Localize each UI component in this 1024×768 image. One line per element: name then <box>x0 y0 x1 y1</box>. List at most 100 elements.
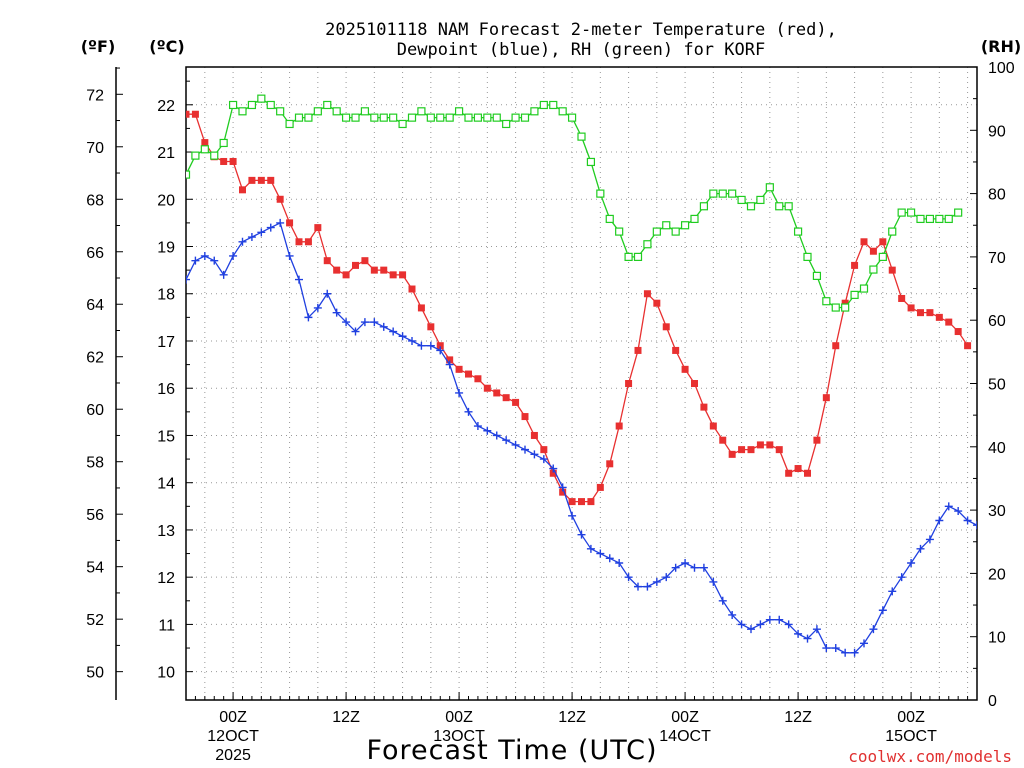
rh-point <box>831 303 840 312</box>
dewpoint-point <box>699 563 708 572</box>
temperature-point <box>446 356 454 364</box>
dewpoint-point <box>492 431 501 440</box>
dewpoint-point <box>624 573 633 582</box>
rh-point <box>539 100 548 110</box>
dewpoint-point <box>718 596 727 605</box>
rh-point <box>360 107 370 116</box>
dewpoint-point <box>379 322 388 331</box>
dewpoint-point <box>200 251 209 260</box>
dewpoint-point <box>765 615 774 624</box>
temperature-point <box>352 261 359 269</box>
dewpoint-point <box>483 426 492 435</box>
series-group <box>186 94 990 657</box>
temperature-point <box>257 176 265 184</box>
rh-point <box>473 113 483 122</box>
temperature-point <box>370 266 378 274</box>
rh-point <box>822 297 831 306</box>
temperature-point <box>766 441 774 449</box>
rh-point <box>605 214 614 224</box>
dewpoint-point <box>389 327 398 336</box>
rh-point <box>341 113 351 122</box>
temperature-point <box>220 157 228 165</box>
dewpoint-point <box>888 587 897 596</box>
celsius-tick-label: 20 <box>157 192 175 209</box>
dewpoint-point <box>360 318 369 327</box>
temperature-point <box>738 446 746 454</box>
dewpoint-point <box>831 644 840 653</box>
fahrenheit-tick-label: 50 <box>86 665 104 682</box>
rh-point <box>567 113 577 122</box>
dewpoint-point <box>784 620 793 629</box>
rh-point <box>228 100 238 110</box>
dewpoint-point <box>794 629 803 638</box>
celsius-tick-label: 15 <box>157 428 175 445</box>
temperature-point <box>785 469 793 477</box>
dewpoint-point <box>332 308 341 317</box>
dewpoint-point <box>455 388 464 397</box>
dewpoint-point <box>963 516 972 525</box>
temperature-point <box>295 238 303 246</box>
dewpoint-point <box>756 620 765 629</box>
rh-point <box>878 252 887 261</box>
temperature-point <box>455 365 463 373</box>
fahrenheit-tick-label: 52 <box>86 612 104 629</box>
temperature-point <box>822 394 830 402</box>
dewpoint-point <box>530 450 539 459</box>
rh-point <box>906 208 916 217</box>
rh-point <box>492 113 501 122</box>
rh-tick-label: 20 <box>988 566 1006 583</box>
rh-point <box>454 107 464 116</box>
x-tick-date: 15OCT <box>885 728 937 745</box>
fahrenheit-tick-label: 60 <box>86 402 104 419</box>
temperature-point <box>634 346 642 354</box>
temperature-point <box>851 261 859 269</box>
rh-point <box>445 113 454 122</box>
dewpoint-point <box>897 573 906 582</box>
dewpoint-point <box>605 554 614 563</box>
rh-point <box>186 170 191 179</box>
dewpoint-point <box>869 625 878 634</box>
dewpoint-point <box>982 526 990 534</box>
temperature-point <box>417 304 425 312</box>
rh-point <box>709 189 718 198</box>
credit-text: coolwx.com/models <box>848 747 1012 766</box>
celsius-tick-label: 10 <box>157 665 175 682</box>
temperature-point <box>596 483 604 491</box>
rh-point <box>285 119 294 129</box>
dewpoint-point <box>417 341 426 350</box>
dewpoint-point <box>285 251 294 260</box>
dewpoint-point <box>935 516 944 525</box>
dewpoint-point <box>502 436 511 445</box>
celsius-unit-label: (ºC) <box>149 37 184 56</box>
temperature-point <box>606 460 614 468</box>
rh-point <box>200 145 209 154</box>
rh-point <box>935 214 944 224</box>
temperature-point <box>239 186 246 194</box>
rh-tick-label: 100 <box>988 60 1015 77</box>
temperature-point <box>201 139 209 147</box>
rh-point <box>464 113 473 122</box>
temperature-point <box>549 469 557 477</box>
x-tick-label: 00Z <box>219 709 247 726</box>
rh-point <box>756 195 765 205</box>
rh-series-line <box>186 97 959 309</box>
rh-tick-label: 70 <box>988 250 1006 267</box>
fahrenheit-tick-label: 62 <box>86 350 104 367</box>
temperature-point <box>559 488 567 496</box>
dewpoint-point <box>426 341 435 350</box>
rh-point <box>257 94 266 103</box>
dewpoint-point <box>464 407 473 416</box>
dewpoint-point <box>473 422 482 431</box>
temperature-point <box>926 309 934 317</box>
dewpoint-point <box>549 464 558 473</box>
temperature-point <box>615 422 623 430</box>
rh-point <box>859 284 869 293</box>
dewpoint-point <box>822 644 831 653</box>
temperature-point <box>267 176 275 184</box>
dewpoint-point <box>276 218 285 227</box>
rh-point <box>426 113 435 122</box>
rh-point <box>351 113 360 122</box>
dewpoint-point <box>229 251 238 260</box>
rh-point <box>247 100 257 110</box>
